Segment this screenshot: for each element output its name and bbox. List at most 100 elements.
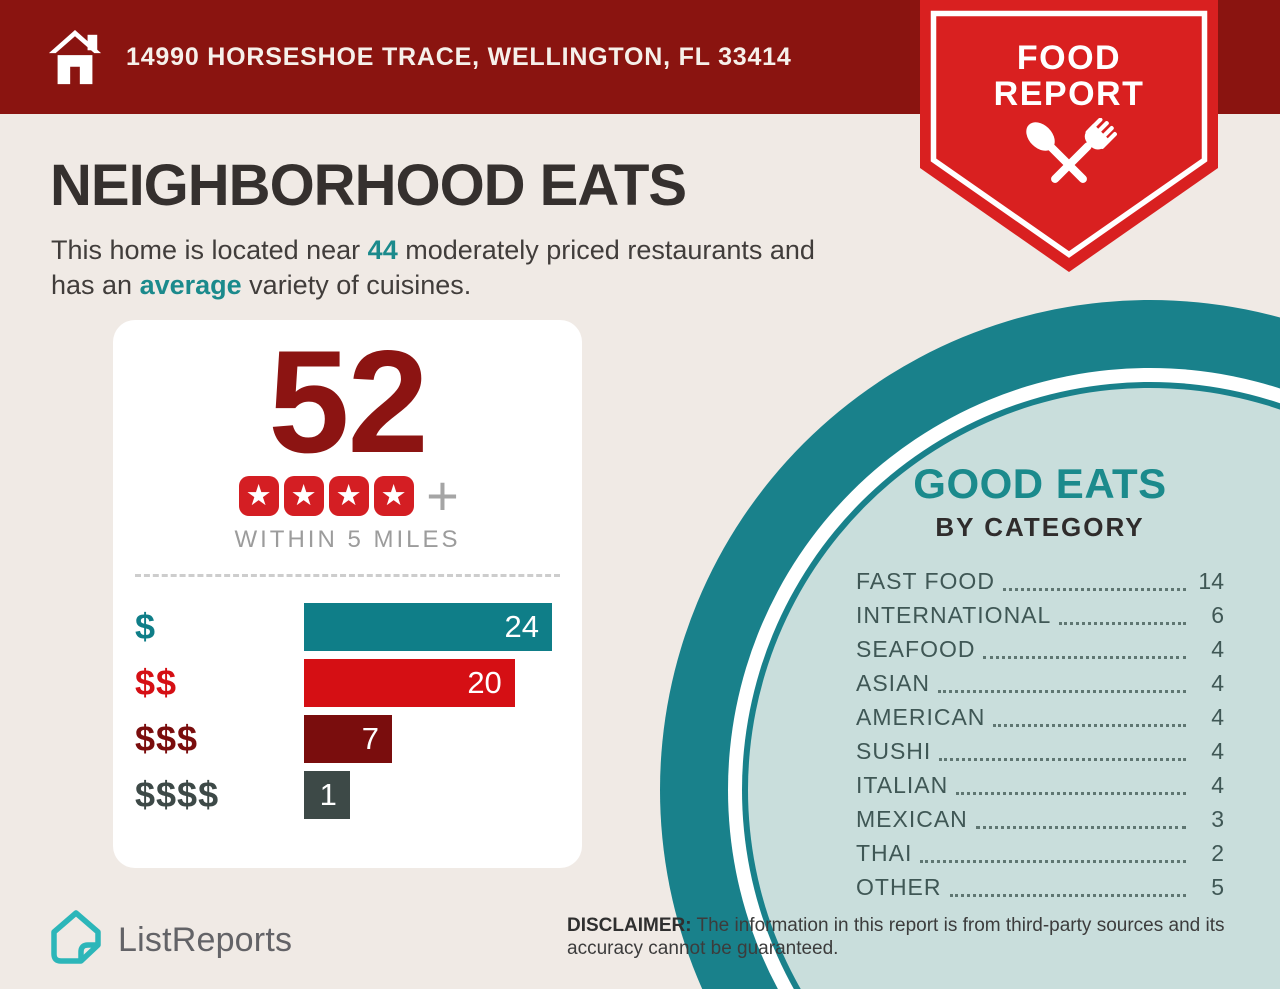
dotted-leader <box>949 894 1186 897</box>
category-row: OTHER 5 <box>856 874 1224 901</box>
brand-logo: ListReports <box>48 908 292 973</box>
disclaimer-label: DISCLAIMER: <box>567 915 692 936</box>
category-value: 4 <box>1211 772 1224 798</box>
price-bar: 1 <box>304 771 350 819</box>
price-bar-row: $24 <box>135 603 582 651</box>
category-row: ASIAN 4 <box>856 670 1224 697</box>
dotted-leader <box>983 656 1186 659</box>
price-tier-label: $$ <box>135 662 178 703</box>
price-bar-chart: $24 $$ 20 $$$ 7 $$$$ 1 <box>135 603 582 819</box>
category-value: 6 <box>1211 602 1224 628</box>
category-value: 3 <box>1211 806 1224 832</box>
star-icon: ★ <box>238 476 279 516</box>
page-title: NEIGHBORHOOD EATS <box>50 153 687 218</box>
price-tier-label: $$$ <box>135 718 199 759</box>
restaurant-count-highlight: 44 <box>367 235 398 265</box>
star-rating: ★ ★ ★ ★ <box>236 476 416 516</box>
home-icon <box>46 26 104 95</box>
price-bar-row: $$$ 7 <box>135 715 582 763</box>
plus-icon: + <box>426 464 459 527</box>
dotted-leader <box>920 860 1186 863</box>
subtitle-text: This home is located near <box>51 235 368 265</box>
star-icon: ★ <box>283 476 324 516</box>
dashed-divider <box>135 574 560 577</box>
category-label: AMERICAN <box>856 704 986 730</box>
price-bar: 20 <box>304 659 515 707</box>
ribbon-title-line2: REPORT <box>993 75 1145 113</box>
price-bar-track: 1 <box>304 771 552 819</box>
category-label: MEXICAN <box>856 806 968 832</box>
radius-caption: WITHIN 5 MILES <box>234 526 461 553</box>
star-icon: ★ <box>373 476 414 516</box>
category-label: OTHER <box>856 874 942 900</box>
disclaimer-line-2: accuracy cannot be guaranteed. <box>567 937 839 959</box>
restaurant-summary-card: 52 ★ ★ ★ ★ + WITHIN 5 MILES $24 $$ 20 $$$ 7 $$$$… <box>113 320 582 868</box>
price-bar-value: 7 <box>361 721 380 756</box>
dotted-leader <box>1002 588 1186 591</box>
dotted-leader <box>993 724 1186 727</box>
restaurant-count: 52 <box>268 320 428 483</box>
price-bar: 7 <box>304 715 393 763</box>
subtitle-text: moderately priced restaurants and <box>397 235 815 265</box>
category-row: THAI 2 <box>856 840 1224 867</box>
category-row: FAST FOOD 14 <box>856 568 1224 595</box>
category-value: 2 <box>1211 840 1224 866</box>
dotted-leader <box>975 826 1186 829</box>
price-bar: 24 <box>304 603 552 651</box>
star-rating-row: ★ ★ ★ ★ + <box>113 464 582 527</box>
subtitle-line-1: This home is located near 44 moderately … <box>51 233 815 268</box>
subtitle-line-2: has an average variety of cuisines. <box>51 268 815 303</box>
subtitle-text: has an <box>51 270 140 300</box>
good-eats-title: GOOD EATS <box>913 460 1167 507</box>
price-bar-value: 24 <box>504 609 539 644</box>
dotted-leader <box>956 792 1186 795</box>
disclaimer-line-1: DISCLAIMER: The information in this repo… <box>567 915 1224 938</box>
dotted-leader <box>939 758 1186 761</box>
category-label: ITALIAN <box>856 772 949 798</box>
good-eats-panel: GOOD EATS BY CATEGORY FAST FOOD 14 INTERNA… <box>856 460 1224 911</box>
page-subtitle: This home is located near 44 moderately … <box>51 233 815 303</box>
price-bar-track: 7 <box>304 715 552 763</box>
ribbon-title-line1: FOOD <box>1016 39 1122 77</box>
category-row: INTERNATIONAL 6 <box>856 602 1224 629</box>
category-label: SUSHI <box>856 738 932 764</box>
dotted-leader <box>938 690 1186 693</box>
price-bar-track: 20 <box>304 659 552 707</box>
ribbon-title: FOOD REPORT <box>920 40 1218 112</box>
category-row: SUSHI 4 <box>856 738 1224 765</box>
price-bar-row: $$$$ 1 <box>135 771 582 819</box>
category-row: ITALIAN 4 <box>856 772 1224 799</box>
category-label: INTERNATIONAL <box>856 602 1052 628</box>
category-row: SEAFOOD 4 <box>856 636 1224 663</box>
price-bar-value: 20 <box>467 665 502 700</box>
food-report-ribbon <box>920 0 1218 278</box>
listreports-house-icon <box>48 908 104 973</box>
category-label: THAI <box>856 840 913 866</box>
disclaimer-text: The information in this report is from t… <box>691 915 1225 936</box>
disclaimer: DISCLAIMER: The information in this repo… <box>567 915 1224 960</box>
price-bar-row: $$ 20 <box>135 659 582 707</box>
category-row: AMERICAN 4 <box>856 704 1224 731</box>
category-label: SEAFOOD <box>856 636 976 662</box>
brand-name: ListReports <box>118 921 293 959</box>
category-value: 5 <box>1211 874 1224 900</box>
dotted-leader <box>1059 622 1186 625</box>
category-list: FAST FOOD 14 INTERNATIONAL 6 SEAFOOD 4 ASIAN 4 A… <box>856 568 1224 901</box>
category-value: 4 <box>1211 738 1224 764</box>
spoon-fork-icon <box>1021 117 1117 223</box>
star-icon: ★ <box>328 476 369 516</box>
category-label: FAST FOOD <box>856 568 995 594</box>
property-address: 14990 HORSESHOE TRACE, WELLINGTON, FL 33… <box>126 42 792 71</box>
price-bar-track: 24 <box>304 603 552 651</box>
category-label: ASIAN <box>856 670 931 696</box>
category-row: MEXICAN 3 <box>856 806 1224 833</box>
category-value: 4 <box>1211 704 1224 730</box>
category-value: 4 <box>1211 636 1224 662</box>
subtitle-text: variety of cuisines. <box>241 270 472 300</box>
good-eats-subtitle: BY CATEGORY <box>935 512 1145 542</box>
price-bar-value: 1 <box>319 777 337 812</box>
category-value: 14 <box>1198 568 1224 594</box>
price-tier-label: $ <box>135 606 157 647</box>
variety-highlight: average <box>139 270 242 300</box>
